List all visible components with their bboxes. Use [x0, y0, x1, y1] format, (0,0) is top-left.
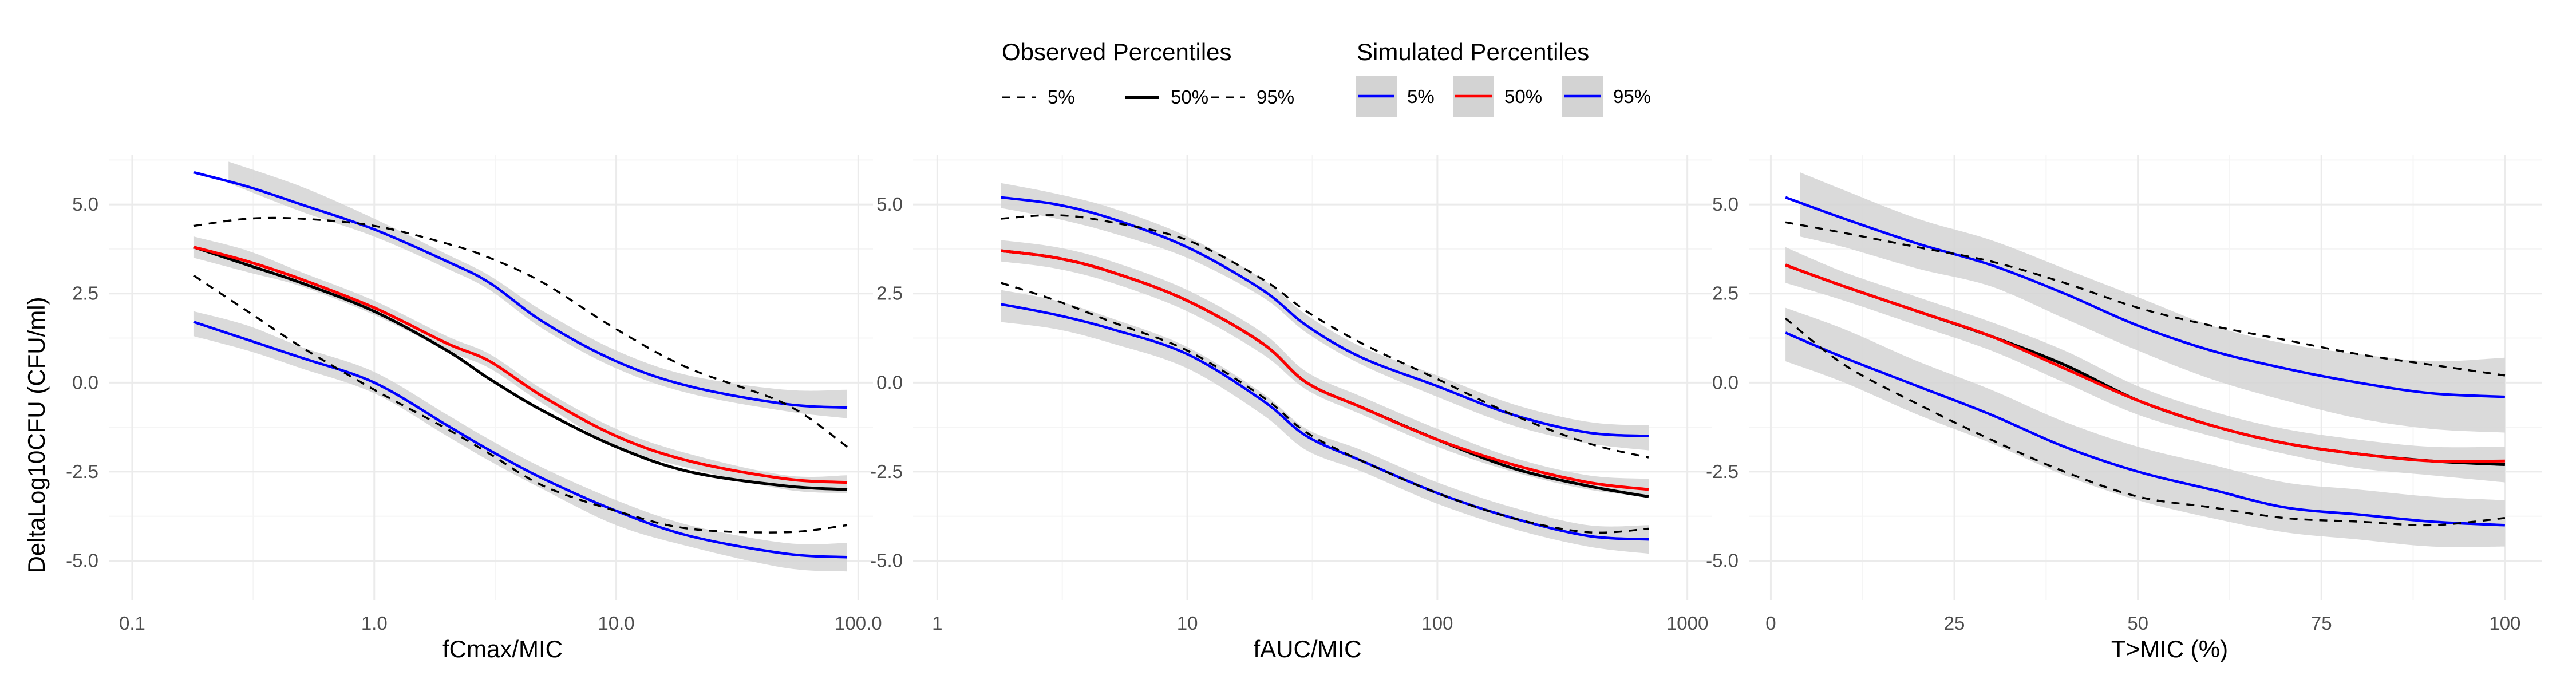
y-axis-title: DeltaLog10CFU (CFU/ml) — [23, 297, 50, 573]
ci-band-95pct — [228, 161, 848, 418]
series-observed-95pct — [193, 216, 848, 448]
series-observed-95pct — [1001, 214, 1649, 459]
legend-simulated-items: 5% 50% 95% — [1356, 76, 1651, 117]
y-tick-label: 0.0 — [876, 372, 903, 393]
ci-band-50pct — [1001, 240, 1649, 497]
legend-label: 50% — [1171, 86, 1208, 108]
series-simulated-95pct — [1001, 196, 1649, 437]
panel-t-over-mic: 0 25 50 75 100 -5.0 -2.5 0.0 2.5 5.0 — [1706, 155, 2542, 634]
y-tick-label: -2.5 — [66, 461, 98, 482]
x-tick-label: 10.0 — [598, 613, 634, 634]
legend-simulated-item: 5% — [1356, 76, 1435, 117]
series-simulated-95pct — [193, 171, 848, 409]
x-tick-label: 10 — [1177, 613, 1198, 634]
x-axis-title-tmic: T>MIC (%) — [2111, 635, 2228, 662]
legend-simulated-item: 50% — [1453, 76, 1542, 117]
ci-band-5pct — [1785, 307, 2505, 547]
y-tick-label: -2.5 — [870, 461, 903, 482]
legend-label: 5% — [1407, 86, 1435, 107]
series-observed-50pct — [1001, 249, 1649, 498]
legend-label: 95% — [1257, 86, 1294, 108]
legend-observed-item: 50% — [1125, 86, 1208, 108]
x-tick-label: 0 — [1765, 613, 1776, 634]
y-tick-label: 5.0 — [1712, 194, 1739, 215]
legend-simulated: Simulated Percentiles 5% 50% 95% — [1356, 38, 1651, 117]
y-tick-label: 2.5 — [1712, 283, 1739, 304]
series-simulated-95pct — [1785, 196, 2506, 398]
x-tick-label: 1 — [932, 613, 942, 634]
legend-observed-item: 95% — [1211, 86, 1294, 108]
y-tick-label: 5.0 — [72, 194, 98, 215]
ci-band-5pct — [1001, 290, 1649, 554]
x-tick-label: 0.1 — [119, 613, 145, 634]
grid — [109, 155, 873, 600]
x-tick-label: 100.0 — [835, 613, 882, 634]
y-tick-label: 0.0 — [72, 372, 98, 393]
x-tick-label: 100 — [1421, 613, 1453, 634]
y-tick-label: 2.5 — [876, 283, 903, 304]
x-tick-label: 75 — [2311, 613, 2332, 634]
y-tick-label: 2.5 — [72, 283, 98, 304]
y-tick-label: -5.0 — [1706, 550, 1739, 571]
ci-band-50pct — [1785, 247, 2505, 483]
series-observed-5pct — [1785, 317, 2506, 527]
series-observed-5pct — [193, 275, 848, 534]
x-tick-label: 25 — [1944, 613, 1965, 634]
legend-observed-item: 5% — [1002, 86, 1075, 108]
series-simulated-50pct — [1785, 263, 2505, 463]
series-simulated-50pct — [1001, 249, 1649, 491]
y-tick-label: 5.0 — [876, 194, 903, 215]
series-observed-95pct — [1785, 221, 2506, 377]
grid — [913, 155, 1712, 600]
legend-label: 50% — [1504, 86, 1542, 107]
legend-label: 5% — [1048, 86, 1075, 108]
legend-simulated-title: Simulated Percentiles — [1357, 38, 1589, 65]
y-tick-label: -5.0 — [66, 550, 98, 571]
x-tick-label: 1.0 — [361, 613, 388, 634]
x-tick-label: 1000 — [1666, 613, 1708, 634]
panel-fcmax-mic: 0.1 1.0 10.0 100.0 -5.0 -2.5 0.0 2.5 5.0 — [66, 155, 882, 634]
series-simulated-50pct — [193, 246, 848, 484]
ci-band-5pct — [193, 311, 847, 572]
ci-band-95pct — [1001, 183, 1649, 451]
x-axis-title-fcmax: fCmax/MIC — [442, 635, 563, 662]
x-tick-label: 100 — [2489, 613, 2520, 634]
panel-fauc-mic: 1 10 100 1000 -5.0 -2.5 0.0 2.5 5.0 — [870, 155, 1712, 634]
x-tick-label: 50 — [2127, 613, 2148, 634]
series-simulated-5pct — [193, 321, 848, 559]
ci-band-95pct — [1800, 172, 2505, 433]
legend: Observed Percentiles 5% 50% 95% Simulated … — [1002, 38, 1651, 117]
series-simulated-5pct — [1001, 303, 1649, 541]
series-observed-5pct — [1001, 282, 1649, 534]
series-simulated-5pct — [1785, 331, 2506, 527]
x-axis-title-fauc: fAUC/MIC — [1254, 635, 1362, 662]
legend-observed-title: Observed Percentiles — [1002, 38, 1232, 65]
legend-observed: Observed Percentiles 5% 50% 95% — [1002, 38, 1294, 108]
y-tick-label: 0.0 — [1712, 372, 1739, 393]
legend-label: 95% — [1613, 86, 1651, 107]
y-tick-label: -2.5 — [1706, 461, 1739, 482]
y-tick-label: -5.0 — [870, 550, 903, 571]
legend-observed-items: 5% 50% 95% — [1002, 86, 1294, 108]
legend-simulated-item: 95% — [1562, 76, 1651, 117]
series-observed-50pct — [193, 246, 848, 491]
